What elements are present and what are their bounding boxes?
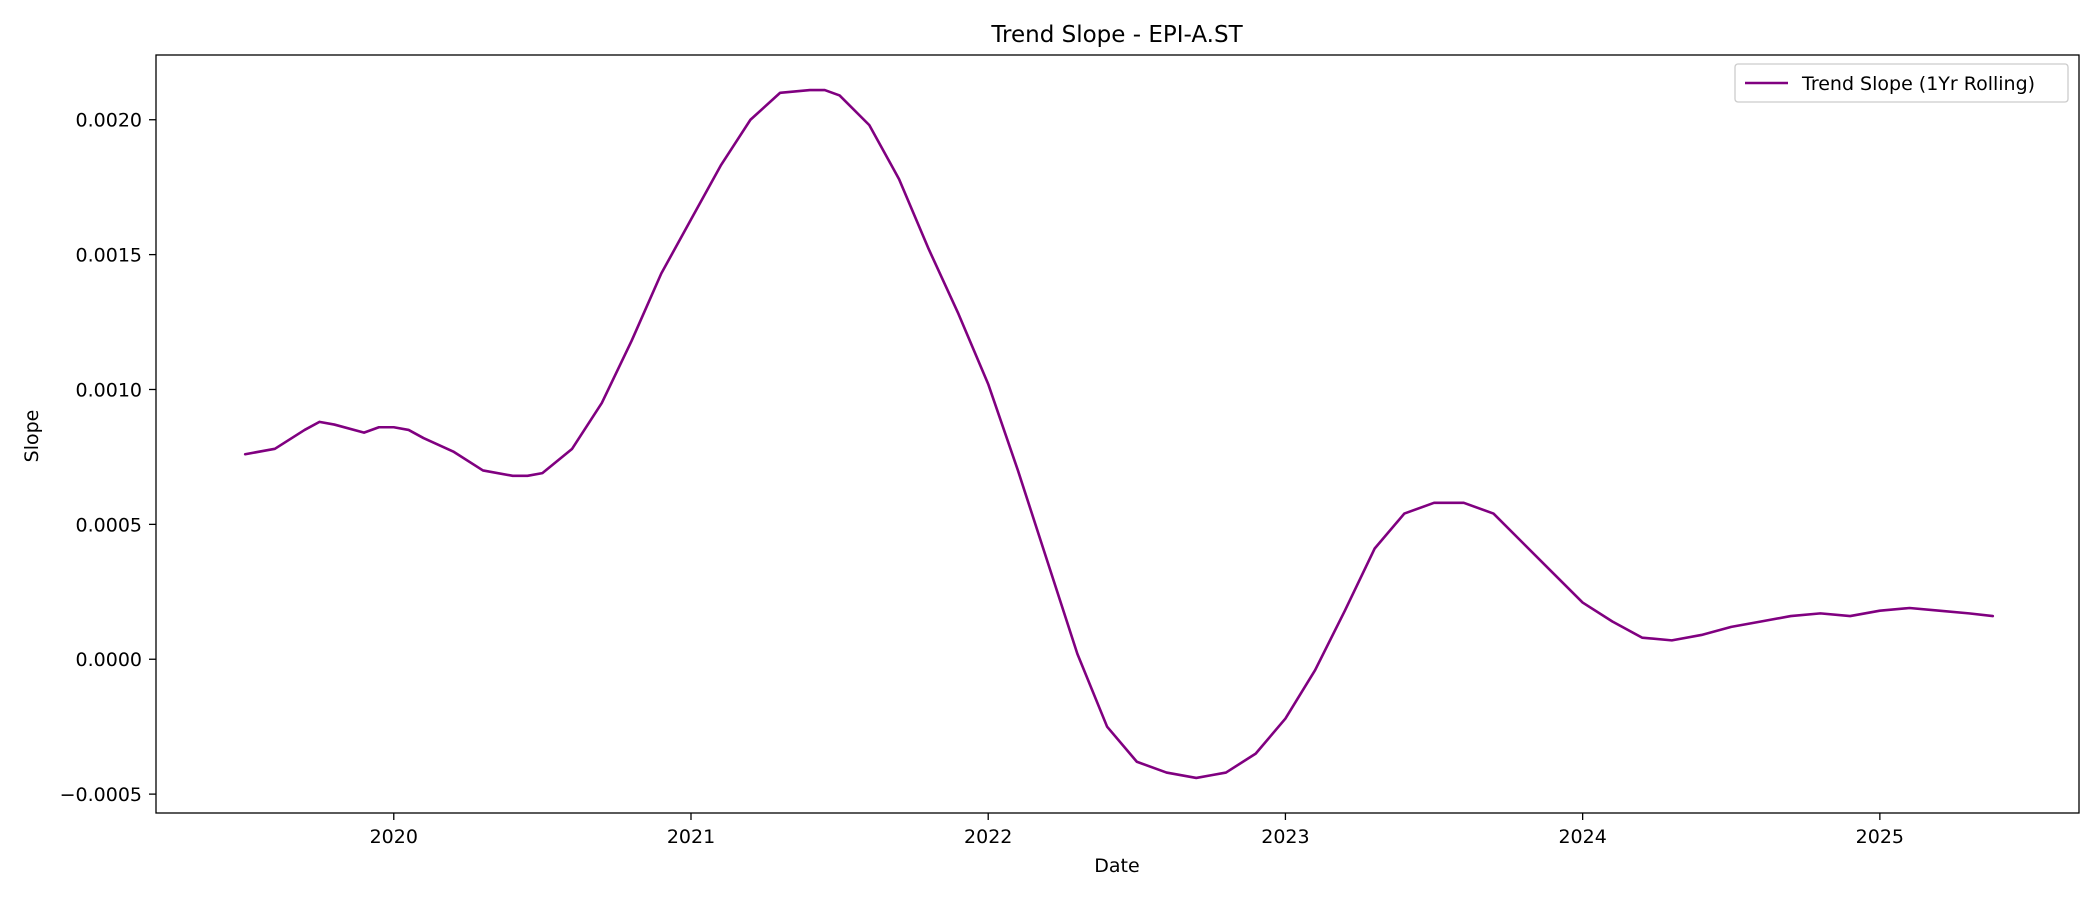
- legend: Trend Slope (1Yr Rolling): [1734, 63, 2069, 103]
- x-tick-label: 2022: [964, 826, 1012, 848]
- plot-area: [243, 88, 1995, 780]
- chart-title: Trend Slope - EPI-A.ST: [990, 22, 1243, 48]
- series-line-trend-slope: [243, 88, 1995, 780]
- y-tick-label: 0.0015: [76, 245, 142, 267]
- y-tick-label: 0.0000: [76, 649, 142, 671]
- y-axis: −0.0005 0.0000 0.0005 0.0010 0.0015 0.0020: [60, 110, 156, 806]
- x-tick-label: 2023: [1261, 826, 1309, 848]
- x-tick-label: 2025: [1856, 826, 1904, 848]
- x-tick-label: 2024: [1558, 826, 1606, 848]
- x-axis-label: Date: [1094, 855, 1139, 877]
- y-tick-label: 0.0020: [76, 110, 142, 132]
- x-axis: 2020 2021 2022 2023 2024 2025: [370, 813, 1904, 848]
- plot-frame: [155, 54, 2080, 814]
- y-axis-label: Slope: [21, 410, 43, 463]
- y-tick-label: −0.0005: [60, 784, 142, 806]
- y-tick-label: 0.0005: [76, 514, 142, 536]
- x-tick-label: 2021: [667, 826, 715, 848]
- legend-label: Trend Slope (1Yr Rolling): [1801, 73, 2035, 95]
- x-tick-label: 2020: [370, 826, 418, 848]
- y-tick-label: 0.0010: [76, 379, 142, 401]
- legend-box: [1734, 63, 2069, 103]
